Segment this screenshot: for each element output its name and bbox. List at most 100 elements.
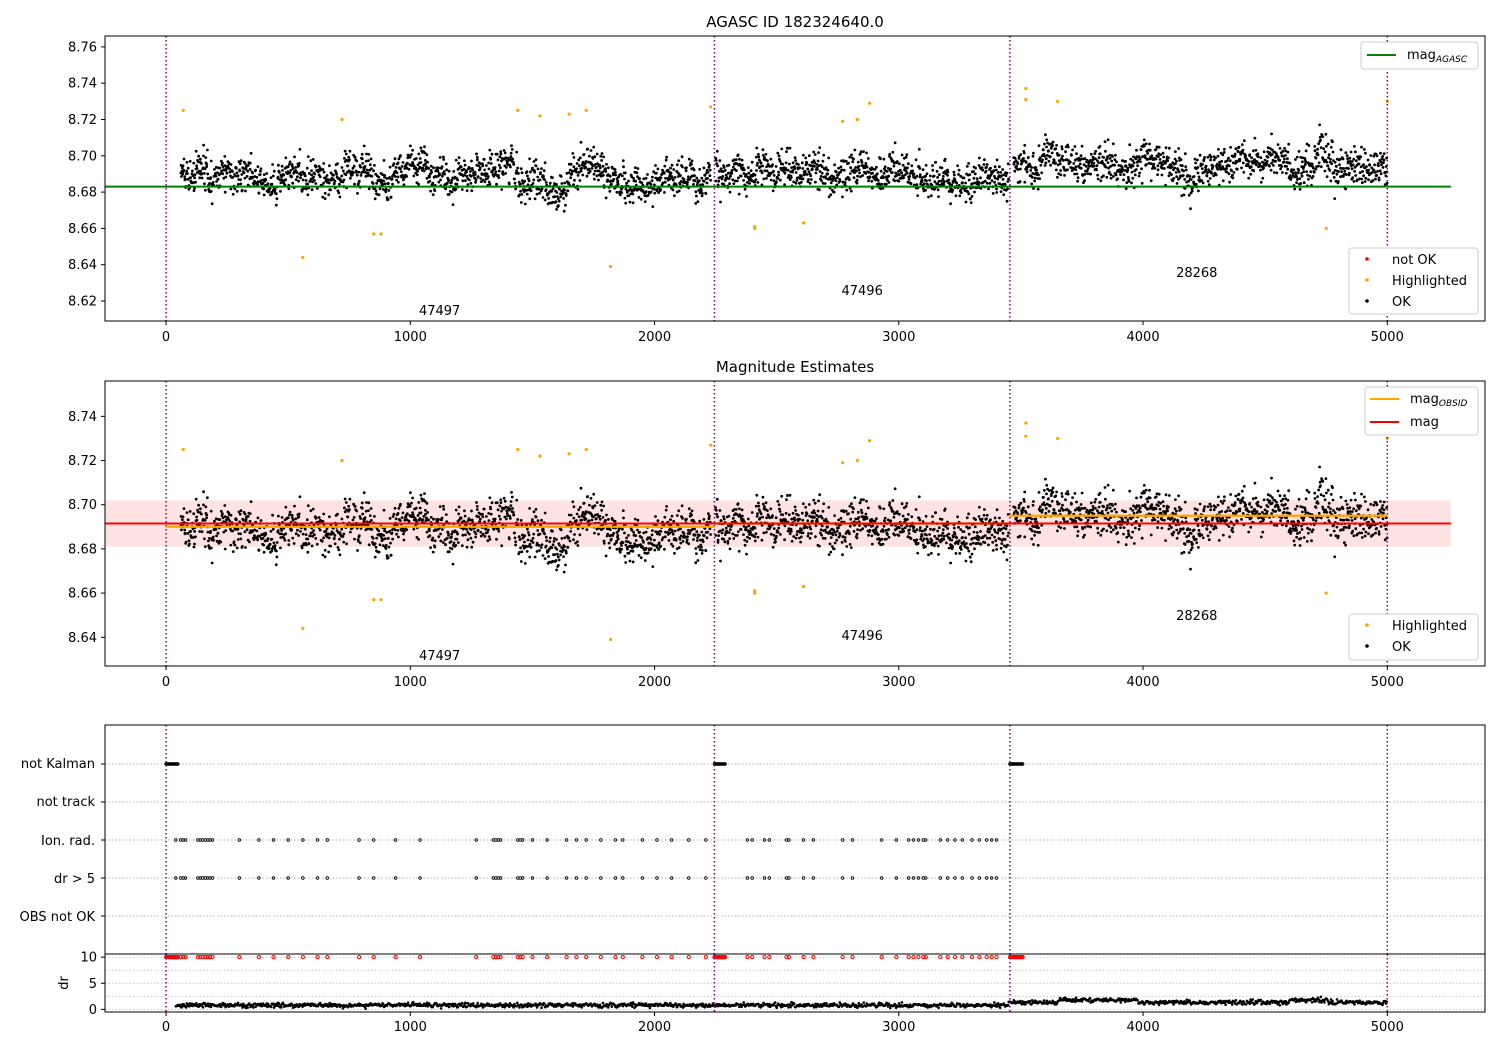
ok-point [727, 163, 731, 167]
ok-point [442, 170, 446, 173]
ok-point [809, 174, 813, 178]
ok-point [669, 171, 673, 175]
ok-point [1228, 159, 1232, 163]
ok-point [1316, 153, 1320, 157]
ok-point [370, 528, 374, 531]
x-tick-label: 2000 [638, 330, 671, 345]
ok-point [288, 513, 291, 517]
ok-point [326, 178, 330, 182]
ok-point [917, 147, 921, 151]
ok-point [928, 178, 931, 182]
ok-point [750, 160, 754, 164]
ok-point [651, 529, 654, 532]
ok-point [200, 176, 204, 180]
ok-point [800, 161, 804, 165]
ok-point [548, 540, 552, 544]
ok-point [1274, 159, 1277, 163]
panel1-legend-top: magAGASC [1360, 41, 1479, 70]
ok-point [479, 177, 483, 180]
ok-point [371, 182, 375, 185]
ok-point [521, 188, 525, 191]
ok-point [588, 170, 592, 173]
ok-point [577, 158, 581, 162]
ok-point [1085, 169, 1089, 173]
ok-point [1134, 168, 1138, 171]
ok-point [672, 168, 676, 171]
ok-point [539, 546, 543, 549]
ok-point [256, 538, 259, 542]
ok-point [1127, 179, 1131, 183]
ok-point [523, 202, 527, 206]
ok-point [783, 524, 787, 528]
ok-point [1360, 181, 1364, 185]
ok-point [808, 181, 812, 185]
ok-point [980, 166, 984, 170]
ok-point [610, 537, 613, 541]
ok-point [1173, 157, 1177, 161]
ok-point [789, 529, 793, 533]
ok-point [1081, 174, 1085, 177]
ok-point [340, 527, 344, 531]
ok-point [1163, 167, 1166, 170]
ok-point [486, 530, 489, 534]
ok-point [209, 546, 213, 550]
ok-point [482, 507, 486, 511]
ok-point [1116, 177, 1120, 181]
ok-point [892, 164, 896, 168]
ok-point [761, 515, 764, 519]
ok-point [1284, 171, 1288, 175]
ok-point [654, 515, 657, 518]
ok-point [218, 172, 222, 176]
ok-point [266, 537, 270, 540]
ok-point [346, 164, 350, 168]
ok-point [907, 162, 910, 166]
ok-point [450, 535, 453, 539]
ok-point [776, 151, 780, 155]
ok-point [259, 169, 262, 173]
ok-point [901, 163, 905, 167]
ok-point [1309, 170, 1313, 174]
ok-point [438, 173, 441, 177]
ok-point [1076, 179, 1079, 183]
ok-point [206, 176, 210, 180]
ok-point [1161, 151, 1165, 155]
ok-point [1254, 148, 1258, 152]
ok-point [879, 157, 882, 161]
ok-point [623, 177, 626, 181]
ok-point [801, 167, 805, 170]
ok-point [595, 152, 599, 156]
ok-point [259, 167, 263, 171]
ok-point [730, 168, 734, 172]
panel1-points [179, 87, 1389, 269]
ok-point [229, 187, 233, 191]
ok-point [728, 190, 732, 194]
ok-point [1177, 170, 1181, 174]
ok-point [345, 542, 348, 546]
ok-point [1161, 163, 1165, 166]
ok-point [280, 529, 283, 532]
ok-point [1362, 163, 1365, 167]
ok-point [1139, 148, 1143, 152]
ok-point [774, 165, 778, 168]
ok-point [1040, 160, 1044, 164]
ok-point [925, 172, 929, 176]
ok-point [621, 527, 624, 531]
ok-point [195, 518, 199, 522]
ok-point [946, 170, 950, 174]
ok-point [598, 517, 602, 521]
ok-point [1251, 161, 1255, 165]
ok-point [384, 190, 388, 194]
ok-point [565, 171, 569, 175]
ok-point [776, 500, 780, 503]
ok-point [517, 172, 520, 175]
ok-point [982, 163, 986, 166]
ok-point [567, 181, 571, 185]
ok-point [924, 174, 927, 178]
ok-point [587, 519, 591, 523]
ok-point [489, 507, 493, 511]
ok-point [222, 176, 226, 180]
ok-point [591, 506, 595, 510]
ok-point [195, 164, 199, 168]
ok-point [634, 179, 638, 183]
ok-point [1341, 157, 1345, 161]
